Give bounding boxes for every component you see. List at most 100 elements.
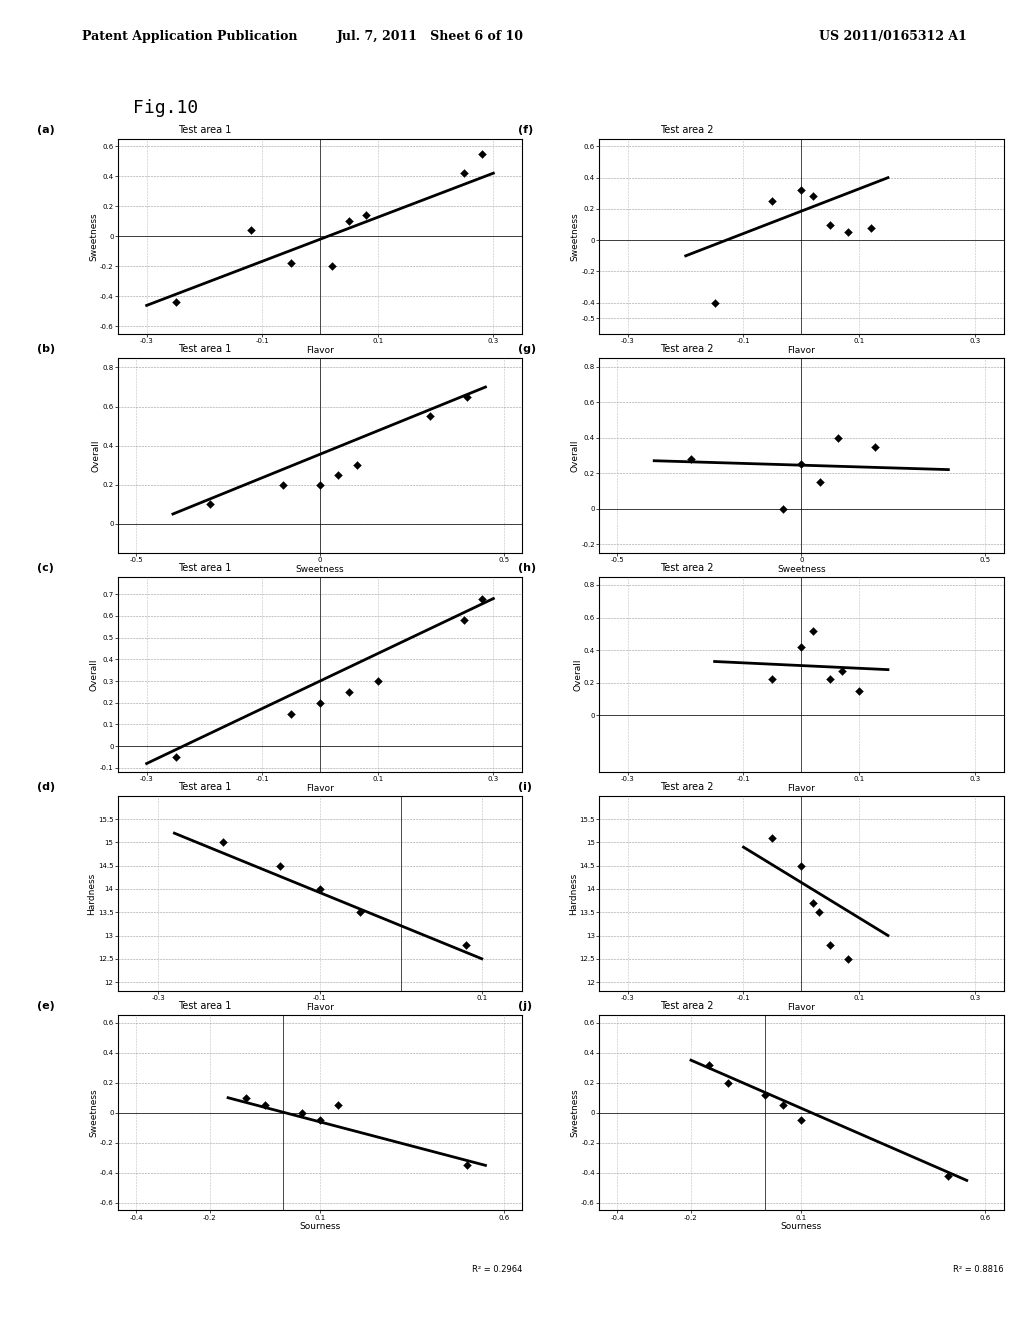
X-axis label: Flavor: Flavor: [787, 784, 815, 793]
Text: (h): (h): [518, 562, 537, 573]
Text: (j): (j): [518, 1001, 532, 1011]
Text: Test area 2: Test area 2: [659, 781, 713, 792]
Point: [683, 449, 699, 470]
Point: [457, 162, 473, 183]
Text: R² = 0.8816: R² = 0.8816: [953, 1265, 1004, 1274]
Point: [457, 610, 473, 631]
Point: [805, 620, 821, 642]
Point: [701, 1055, 718, 1076]
Point: [794, 454, 810, 475]
Point: [764, 190, 780, 211]
Text: (e): (e): [37, 1001, 54, 1011]
Point: [822, 669, 839, 690]
Point: [311, 692, 328, 713]
Point: [352, 902, 369, 923]
Point: [822, 935, 839, 956]
Point: [834, 661, 850, 682]
X-axis label: Sweetness: Sweetness: [296, 565, 344, 574]
Text: R² = 0.5075: R² = 0.5075: [953, 388, 1004, 397]
Point: [275, 474, 292, 495]
Point: [862, 216, 879, 238]
Point: [794, 180, 810, 201]
Point: [805, 186, 821, 207]
Point: [810, 902, 826, 923]
Text: Test area 2: Test area 2: [659, 1001, 713, 1011]
Text: Test area 1: Test area 1: [178, 562, 231, 573]
Point: [459, 387, 475, 408]
Point: [271, 855, 288, 876]
Point: [775, 1094, 792, 1115]
Point: [167, 292, 183, 313]
Text: (g): (g): [518, 343, 537, 354]
Text: R² = 0.6663: R² = 0.6663: [471, 1045, 522, 1055]
Point: [330, 1094, 346, 1115]
Point: [794, 855, 810, 876]
Text: (a): (a): [37, 124, 54, 135]
Text: Test area 1: Test area 1: [178, 124, 231, 135]
Point: [473, 143, 490, 164]
Point: [341, 211, 357, 232]
Point: [311, 1110, 328, 1131]
Y-axis label: Overall: Overall: [92, 440, 101, 471]
Text: Jul. 7, 2011   Sheet 6 of 10: Jul. 7, 2011 Sheet 6 of 10: [337, 30, 523, 44]
Text: (f): (f): [518, 124, 534, 135]
Point: [458, 935, 474, 956]
Point: [358, 205, 375, 226]
Y-axis label: Sweetness: Sweetness: [89, 213, 98, 260]
Point: [794, 1110, 810, 1131]
Text: Test area 2: Test area 2: [659, 343, 713, 354]
Point: [805, 892, 821, 913]
Text: Test area 2: Test area 2: [659, 562, 713, 573]
Y-axis label: Sweetness: Sweetness: [89, 1089, 98, 1137]
Text: Patent Application Publication: Patent Application Publication: [82, 30, 297, 44]
Point: [757, 1084, 773, 1105]
Point: [324, 256, 340, 277]
Text: R² = 0.2065: R² = 0.2065: [953, 1045, 1004, 1055]
Point: [775, 498, 792, 519]
Point: [473, 587, 490, 609]
Text: R² = 0.2964: R² = 0.2964: [472, 1265, 522, 1274]
Y-axis label: Overall: Overall: [570, 440, 580, 471]
X-axis label: Flavor: Flavor: [787, 1003, 815, 1012]
Text: R² = 0.0034: R² = 0.0034: [953, 826, 1004, 836]
Y-axis label: Overall: Overall: [573, 659, 583, 690]
Point: [239, 1088, 255, 1109]
X-axis label: Flavor: Flavor: [306, 784, 334, 793]
Point: [720, 1072, 736, 1093]
Point: [840, 948, 856, 969]
Point: [167, 746, 183, 767]
Point: [459, 1155, 475, 1176]
X-axis label: Flavor: Flavor: [306, 1003, 334, 1012]
Text: (d): (d): [37, 781, 55, 792]
Point: [202, 494, 218, 515]
X-axis label: Sweetness: Sweetness: [777, 565, 825, 574]
Point: [829, 428, 846, 449]
Point: [764, 669, 780, 690]
Point: [283, 704, 299, 725]
Y-axis label: Hardness: Hardness: [569, 873, 578, 915]
Point: [348, 454, 365, 475]
Point: [283, 252, 299, 273]
Y-axis label: Hardness: Hardness: [88, 873, 96, 915]
Point: [341, 681, 357, 702]
Text: (b): (b): [37, 343, 55, 354]
Point: [294, 1102, 310, 1123]
Point: [707, 292, 723, 313]
Text: (i): (i): [518, 781, 532, 792]
Point: [940, 1166, 956, 1187]
Y-axis label: Sweetness: Sweetness: [570, 1089, 580, 1137]
Y-axis label: Overall: Overall: [89, 659, 98, 690]
Point: [257, 1094, 273, 1115]
X-axis label: Sourness: Sourness: [780, 1222, 822, 1232]
Point: [370, 671, 386, 692]
Point: [311, 878, 328, 899]
Point: [811, 471, 827, 492]
Point: [822, 214, 839, 235]
Point: [794, 636, 810, 657]
Text: Test area 1: Test area 1: [178, 1001, 231, 1011]
Point: [311, 474, 328, 495]
Point: [422, 405, 438, 426]
X-axis label: Flavor: Flavor: [306, 346, 334, 355]
Text: R² = 0.7388: R² = 0.7388: [471, 388, 522, 397]
X-axis label: Sourness: Sourness: [299, 1222, 341, 1232]
